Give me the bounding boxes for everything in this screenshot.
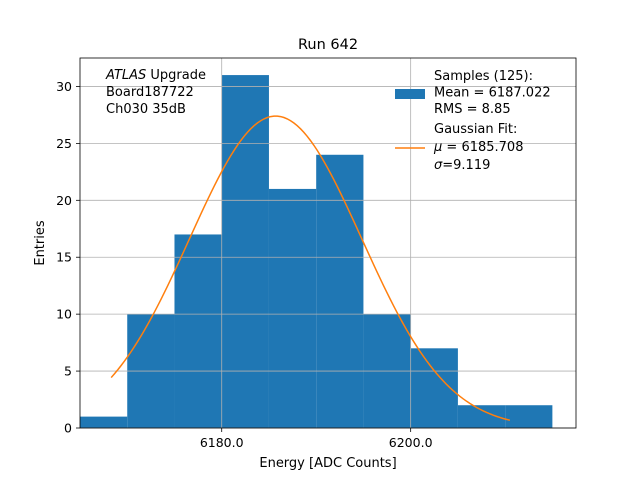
y-axis-label: Entries bbox=[33, 220, 48, 266]
annotation-line: Board187722 bbox=[106, 85, 194, 100]
annotation-line: ATLAS Upgrade bbox=[105, 68, 206, 83]
y-tick-label: 15 bbox=[56, 250, 72, 265]
legend-hist-swatch bbox=[395, 89, 425, 99]
histogram-bar bbox=[174, 234, 222, 428]
gaussian-fit-curve bbox=[110, 115, 511, 421]
legend-hist-text: Mean = 6187.022 bbox=[434, 86, 551, 101]
y-tick-label: 0 bbox=[64, 421, 72, 436]
plot-frame bbox=[79, 57, 577, 429]
annotation-line: Ch030 35dB bbox=[106, 102, 186, 117]
y-tick-label: 10 bbox=[56, 307, 72, 322]
x-tick-label: 6200.0 bbox=[389, 435, 433, 450]
histogram-bar bbox=[80, 416, 128, 428]
y-tick-label: 20 bbox=[56, 193, 72, 208]
x-tick-label: 6180.0 bbox=[200, 435, 244, 450]
gridlines bbox=[80, 58, 576, 429]
y-tick-label: 5 bbox=[64, 364, 72, 379]
histogram-bar bbox=[268, 188, 317, 428]
detector-annotation: ATLAS Upgrade Board187722 Ch030 35dB bbox=[105, 68, 206, 117]
legend-fit-text: σ=9.119 bbox=[434, 158, 490, 173]
x-axis-ticks: 6180.0 6200.0 bbox=[200, 428, 433, 450]
legend-fit-text: μ = 6185.708 bbox=[433, 140, 523, 155]
histogram-bar bbox=[221, 75, 269, 429]
legend-hist-text: RMS = 8.85 bbox=[434, 102, 511, 117]
x-axis-label: Energy [ADC Counts] bbox=[259, 456, 396, 471]
legend-hist-text: Samples (125): bbox=[434, 69, 533, 84]
y-tick-label: 30 bbox=[56, 79, 72, 94]
legend-fit-text: Gaussian Fit: bbox=[434, 122, 517, 137]
chart-title: Run 642 bbox=[298, 37, 358, 53]
y-axis-ticks: 0 5 10 15 20 25 30 bbox=[56, 79, 80, 436]
y-tick-label: 25 bbox=[56, 136, 72, 151]
histogram-bar bbox=[457, 405, 506, 428]
histogram-bar bbox=[316, 154, 364, 428]
legend: Samples (125): Mean = 6187.022 RMS = 8.8… bbox=[395, 69, 551, 173]
histogram-bar bbox=[505, 405, 553, 428]
